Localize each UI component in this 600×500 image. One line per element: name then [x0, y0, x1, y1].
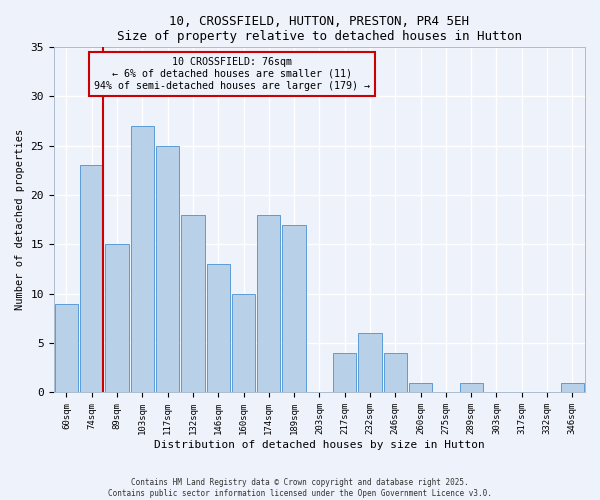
- Bar: [409, 382, 432, 392]
- X-axis label: Distribution of detached houses by size in Hutton: Distribution of detached houses by size …: [154, 440, 485, 450]
- Bar: [156, 146, 179, 392]
- Bar: [383, 353, 407, 393]
- Text: 10 CROSSFIELD: 76sqm
← 6% of detached houses are smaller (11)
94% of semi-detach: 10 CROSSFIELD: 76sqm ← 6% of detached ho…: [94, 58, 370, 90]
- Bar: [460, 382, 483, 392]
- Bar: [131, 126, 154, 392]
- Bar: [232, 294, 255, 392]
- Bar: [257, 215, 280, 392]
- Bar: [55, 304, 78, 392]
- Bar: [333, 353, 356, 393]
- Title: 10, CROSSFIELD, HUTTON, PRESTON, PR4 5EH
Size of property relative to detached h: 10, CROSSFIELD, HUTTON, PRESTON, PR4 5EH…: [117, 15, 522, 43]
- Bar: [181, 215, 205, 392]
- Bar: [80, 166, 103, 392]
- Bar: [106, 244, 128, 392]
- Bar: [358, 333, 382, 392]
- Bar: [206, 264, 230, 392]
- Bar: [283, 224, 306, 392]
- Y-axis label: Number of detached properties: Number of detached properties: [15, 129, 25, 310]
- Bar: [561, 382, 584, 392]
- Text: Contains HM Land Registry data © Crown copyright and database right 2025.
Contai: Contains HM Land Registry data © Crown c…: [108, 478, 492, 498]
